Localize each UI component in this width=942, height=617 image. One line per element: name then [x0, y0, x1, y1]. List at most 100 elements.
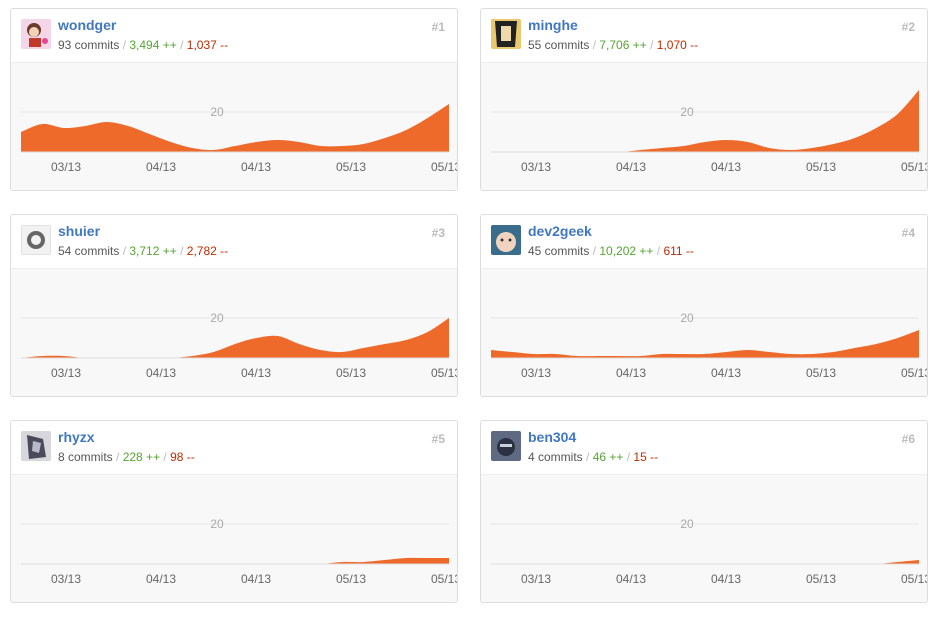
commit-count: 8 commits [58, 450, 113, 464]
x-tick-label: 04/13 [711, 572, 741, 586]
x-tick-label: 04/13 [146, 160, 176, 174]
gridline-label: 20 [680, 311, 694, 325]
commit-activity-chart: 20 03/13 04/13 04/13 05/13 05/13 [481, 268, 928, 396]
contributor-header: rhyzx 8 commits / 228 ++ / 98 -- #5 [11, 421, 457, 474]
x-tick-label: 05/13 [901, 366, 928, 380]
x-tick-label: 05/13 [431, 366, 458, 380]
contributor-card: minghe 55 commits / 7,706 ++ / 1,070 -- #2… [480, 8, 928, 191]
contributor-card: dev2geek 45 commits / 10,202 ++ / 611 -- #… [480, 214, 928, 397]
x-tick-label: 04/13 [616, 366, 646, 380]
commit-area-series [491, 90, 919, 152]
commit-activity-chart: 20 03/13 04/13 04/13 05/13 05/13 [11, 62, 458, 190]
contributor-username-link[interactable]: wondger [58, 17, 117, 33]
x-tick-label: 04/13 [241, 160, 271, 174]
contributor-header: dev2geek 45 commits / 10,202 ++ / 611 -- #… [481, 215, 927, 268]
stats-separator: / [623, 450, 634, 464]
chart-svg: 20 03/13 04/13 04/13 05/13 05/13 [21, 311, 458, 380]
baby-avatar[interactable] [491, 225, 521, 255]
x-tick-label: 03/13 [521, 160, 551, 174]
x-tick-label: 04/13 [146, 366, 176, 380]
dark-avatar[interactable] [491, 431, 521, 461]
gridline-label: 20 [210, 517, 224, 531]
additions-count: 228 ++ [122, 450, 161, 464]
x-tick-label: 04/13 [616, 160, 646, 174]
deletions-count: 98 -- [170, 450, 195, 464]
contributor-card: wondger 93 commits / 3,494 ++ / 1,037 -- #… [10, 8, 458, 191]
contributor-stats: 8 commits / 228 ++ / 98 -- [58, 450, 195, 464]
contributor-username-link[interactable]: shuier [58, 223, 101, 239]
contributor-header: ben304 4 commits / 46 ++ / 15 -- #6 [481, 421, 927, 474]
commit-activity-chart: 20 03/13 04/13 04/13 05/13 05/13 [481, 62, 928, 190]
x-tick-label: 05/13 [901, 160, 928, 174]
chart-svg: 20 03/13 04/13 04/13 05/13 05/13 [491, 517, 927, 586]
commit-area-series [21, 104, 449, 152]
contributor-username-link[interactable]: dev2geek [528, 223, 592, 239]
contributor-rank: #2 [901, 20, 915, 34]
comic-avatar[interactable] [491, 19, 521, 49]
stats-separator: / [646, 38, 657, 52]
contributor-rank: #5 [431, 432, 445, 446]
x-tick-label: 03/13 [521, 572, 551, 586]
mech-avatar[interactable] [21, 431, 51, 461]
stats-separator: / [160, 450, 171, 464]
commit-area-series [21, 318, 449, 358]
additions-count: 46 ++ [592, 450, 624, 464]
contributor-header: shuier 54 commits / 3,712 ++ / 2,782 -- #3 [11, 215, 457, 268]
chart-svg: 20 03/13 04/13 04/13 05/13 05/13 [21, 517, 458, 586]
anime-avatar[interactable] [21, 19, 51, 49]
contributor-stats: 45 commits / 10,202 ++ / 611 -- [528, 244, 694, 258]
additions-count: 3,712 ++ [129, 244, 177, 258]
commit-count: 54 commits [58, 244, 120, 258]
contributor-header: minghe 55 commits / 7,706 ++ / 1,070 -- #2 [481, 9, 927, 62]
x-tick-label: 04/13 [616, 572, 646, 586]
stats-separator: / [582, 450, 593, 464]
x-tick-label: 05/13 [431, 572, 458, 586]
deletions-count: 611 -- [663, 244, 694, 258]
stats-separator: / [653, 244, 664, 258]
commit-count: 45 commits [528, 244, 590, 258]
x-tick-label: 05/13 [806, 366, 836, 380]
commit-count: 93 commits [58, 38, 120, 52]
x-tick-label: 04/13 [241, 572, 271, 586]
stats-separator: / [119, 38, 130, 52]
contributor-username-link[interactable]: ben304 [528, 429, 577, 445]
stats-separator: / [176, 244, 187, 258]
x-tick-label: 05/13 [806, 572, 836, 586]
gridline-label: 20 [680, 517, 694, 531]
x-tick-label: 04/13 [146, 572, 176, 586]
commit-count: 4 commits [528, 450, 583, 464]
gridline-label: 20 [210, 311, 224, 325]
contributor-rank: #6 [901, 432, 915, 446]
chart-svg: 20 03/13 04/13 04/13 05/13 05/13 [21, 104, 458, 174]
chart-svg: 20 03/13 04/13 04/13 05/13 05/13 [491, 90, 928, 174]
x-tick-label: 03/13 [51, 366, 81, 380]
contributor-card: ben304 4 commits / 46 ++ / 15 -- #6 20 03/13… [480, 420, 928, 603]
contributor-stats: 54 commits / 3,712 ++ / 2,782 -- [58, 244, 228, 258]
commit-area-series [491, 560, 919, 564]
x-tick-label: 05/13 [336, 366, 366, 380]
x-tick-label: 05/13 [431, 160, 458, 174]
x-tick-label: 05/13 [806, 160, 836, 174]
stats-separator: / [119, 244, 130, 258]
contributor-stats: 55 commits / 7,706 ++ / 1,070 -- [528, 38, 698, 52]
contributor-username-link[interactable]: minghe [528, 17, 578, 33]
stats-separator: / [112, 450, 123, 464]
commit-count: 55 commits [528, 38, 590, 52]
contributor-username-link[interactable]: rhyzx [58, 429, 95, 445]
commit-area-series [491, 330, 919, 358]
contributor-rank: #1 [431, 20, 445, 34]
octocat-avatar[interactable] [21, 225, 51, 255]
additions-count: 7,706 ++ [599, 38, 647, 52]
x-tick-label: 03/13 [51, 160, 81, 174]
commit-activity-chart: 20 03/13 04/13 04/13 05/13 05/13 [11, 474, 458, 602]
x-tick-label: 03/13 [51, 572, 81, 586]
commit-area-series [21, 557, 449, 564]
x-tick-label: 04/13 [711, 160, 741, 174]
deletions-count: 1,070 -- [656, 38, 699, 52]
chart-svg: 20 03/13 04/13 04/13 05/13 05/13 [491, 311, 928, 380]
commit-activity-chart: 20 03/13 04/13 04/13 05/13 05/13 [11, 268, 458, 396]
gridline-label: 20 [680, 105, 694, 119]
contributor-card: shuier 54 commits / 3,712 ++ / 2,782 -- #3… [10, 214, 458, 397]
gridline-label: 20 [210, 105, 224, 119]
commit-activity-chart: 20 03/13 04/13 04/13 05/13 05/13 [481, 474, 927, 602]
